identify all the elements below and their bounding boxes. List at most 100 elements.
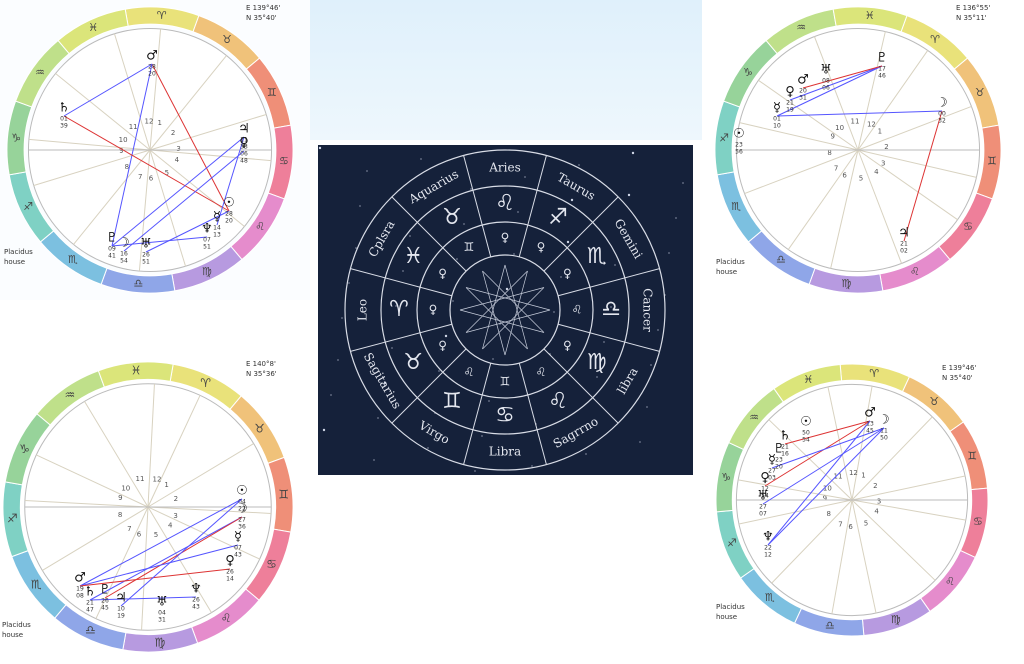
house-line [73, 149, 151, 245]
sign-glyph: ♓ [88, 21, 98, 34]
house-line [851, 386, 873, 501]
sign-glyph: ♐ [727, 537, 737, 550]
aspect-line [776, 65, 883, 117]
house-system: house [716, 613, 737, 621]
star [318, 146, 322, 150]
house-number: 1 [158, 119, 162, 127]
house-system: Placidus [2, 621, 31, 629]
star [596, 376, 598, 378]
house-number: 2 [171, 129, 175, 137]
planet-minute: 56 [735, 149, 743, 156]
wheel-glyph: ♓ [403, 244, 423, 269]
planet-minute: 45 [866, 428, 874, 435]
planet-minute: 19 [117, 613, 125, 620]
house-number: 11 [129, 123, 138, 131]
planet-degree: 04 [158, 610, 166, 617]
planet-minute: 19 [786, 107, 794, 114]
sign-glyph: ♓ [131, 364, 142, 378]
house-number: 7 [127, 525, 131, 533]
planet-minute: 54 [761, 493, 769, 500]
house-number: 12 [145, 117, 154, 125]
wheel-glyph: ♊ [442, 389, 462, 414]
planet-glyph: ♆ [762, 530, 774, 545]
house-line [42, 506, 149, 571]
wheel-glyph-small: ♀ [438, 267, 447, 281]
planet-minute: 48 [240, 158, 248, 165]
planet-glyph: ♂ [74, 571, 86, 586]
planet-degree: 27 [238, 517, 246, 524]
house-number: 3 [881, 159, 885, 167]
planet-glyph: ♇ [99, 583, 111, 598]
sign-glyph: ♒ [749, 411, 759, 424]
planet-glyph: ♂ [797, 73, 809, 88]
house-number: 9 [823, 495, 827, 503]
star-line [465, 287, 528, 350]
sign-glyph: ♊ [967, 449, 977, 462]
sign-glyph: ♊ [267, 86, 277, 99]
house-line [24, 500, 149, 508]
star [474, 470, 476, 472]
sign-name: Leo [356, 299, 370, 321]
wheel-glyph-small: ♀ [501, 231, 510, 245]
sign-glyph: ♐ [7, 511, 18, 525]
house-number: 7 [138, 173, 142, 181]
aspect-line [776, 110, 943, 117]
planet-minute: 51 [142, 259, 150, 266]
star [646, 406, 648, 408]
planet-minute: 36 [238, 524, 246, 531]
sign-band [832, 6, 908, 33]
planet-degree: 00 [938, 111, 946, 118]
star [614, 264, 616, 266]
aspect-line [771, 427, 885, 469]
house-line [787, 149, 859, 250]
star [416, 200, 418, 202]
house-line [149, 113, 267, 151]
sign-glyph: ♑ [19, 442, 30, 456]
wheel-spoke [518, 155, 547, 258]
star [322, 428, 326, 432]
house-system: Placidus [716, 603, 745, 611]
planet-glyph: ☿ [213, 210, 221, 225]
house-line [851, 499, 936, 581]
star-line [465, 270, 528, 333]
planet-glyph: ☽ [936, 96, 948, 111]
planet-minute: 50 [880, 435, 888, 442]
house-line [28, 138, 151, 151]
planet-degree: 07 [203, 237, 211, 244]
coordinates: N 35°11' [956, 14, 987, 22]
house-number: 8 [125, 163, 129, 171]
planet-minute: 54 [802, 437, 810, 444]
aspect-line [123, 150, 245, 252]
house-line [857, 50, 929, 151]
planet-glyph: ☽ [118, 236, 130, 251]
planet-minute: 43 [192, 604, 200, 611]
sign-glyph: ♎ [776, 253, 786, 266]
wheel-glyph: ♉ [442, 205, 462, 230]
aspect-line [764, 420, 871, 487]
house-number: 8 [118, 511, 122, 519]
house-number: 12 [867, 121, 876, 129]
star [682, 182, 684, 184]
house-number: 2 [884, 143, 888, 151]
star-line [459, 309, 545, 333]
aspect-line [89, 516, 243, 601]
star [341, 317, 343, 319]
house-number: 6 [848, 523, 853, 531]
house-number: 7 [838, 521, 842, 529]
sign-glyph: ♊ [987, 155, 997, 168]
star [505, 287, 509, 291]
sign-glyph: ♐ [719, 131, 729, 144]
sign-name: Libra [489, 445, 521, 459]
house-line [851, 499, 966, 521]
wheel-glyph: ♉ [403, 350, 423, 375]
planet-minute: 45 [101, 605, 109, 612]
sign-glyph: ♒ [35, 66, 45, 79]
wheel-glyph-small: ♌ [464, 365, 475, 379]
wheel-spoke [391, 196, 467, 272]
sign-band [773, 363, 843, 403]
house-line [857, 105, 972, 151]
planet-degree: 28 [148, 64, 156, 71]
wheel-glyph: ♐ [548, 205, 568, 230]
planet-glyph: ♀ [760, 471, 770, 486]
wheel-glyph-small: ♌ [572, 303, 583, 317]
